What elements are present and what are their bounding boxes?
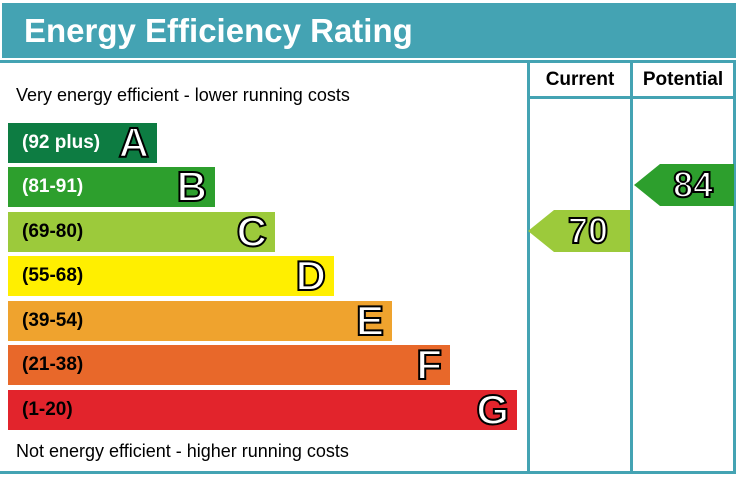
band-range-label: (39-54) bbox=[22, 310, 84, 331]
rating-band-A: (92 plus) A bbox=[8, 119, 157, 166]
band-range-label: (81-91) bbox=[22, 176, 84, 197]
inefficient-note: Not energy efficient - higher running co… bbox=[16, 441, 349, 461]
band-letter: D bbox=[295, 252, 327, 299]
rating-band-D: (55-68) D bbox=[8, 252, 334, 299]
rating-band-C: (69-80) C bbox=[8, 208, 275, 255]
band-letter: E bbox=[355, 297, 385, 344]
page-title: Energy Efficiency Rating bbox=[2, 3, 736, 58]
frame-bottom-border bbox=[0, 471, 736, 474]
band-letter: B bbox=[176, 163, 208, 210]
band-range-label: (92 plus) bbox=[22, 132, 101, 153]
current-column-header: Current bbox=[545, 69, 615, 90]
current-rating-arrow: 70 bbox=[528, 210, 630, 252]
band-letter: A bbox=[118, 119, 150, 166]
band-range-label: (69-80) bbox=[22, 221, 84, 242]
band-letter: C bbox=[236, 208, 268, 255]
band-letter: G bbox=[475, 386, 510, 433]
efficient-note: Very energy efficient - lower running co… bbox=[16, 85, 350, 105]
band-letter: F bbox=[415, 341, 443, 388]
potential-column-header: Potential bbox=[642, 69, 724, 90]
frame-right-border bbox=[733, 60, 736, 474]
rating-band-E: (39-54) E bbox=[8, 297, 392, 344]
rating-band-G: (1-20) G bbox=[8, 386, 517, 433]
potential-column-divider bbox=[630, 60, 633, 471]
band-range-label: (55-68) bbox=[22, 265, 84, 286]
band-range-label: (1-20) bbox=[22, 399, 73, 420]
current-column-divider bbox=[527, 60, 530, 471]
column-header-underline bbox=[527, 96, 736, 99]
potential-rating-value: 84 bbox=[672, 164, 714, 205]
rating-band-B: (81-91) B bbox=[8, 163, 215, 210]
current-rating-value: 70 bbox=[567, 210, 609, 251]
potential-rating-arrow: 84 bbox=[634, 164, 734, 206]
band-range-label: (21-38) bbox=[22, 354, 84, 375]
rating-band-F: (21-38) F bbox=[8, 341, 450, 388]
frame-top-border bbox=[0, 60, 736, 63]
